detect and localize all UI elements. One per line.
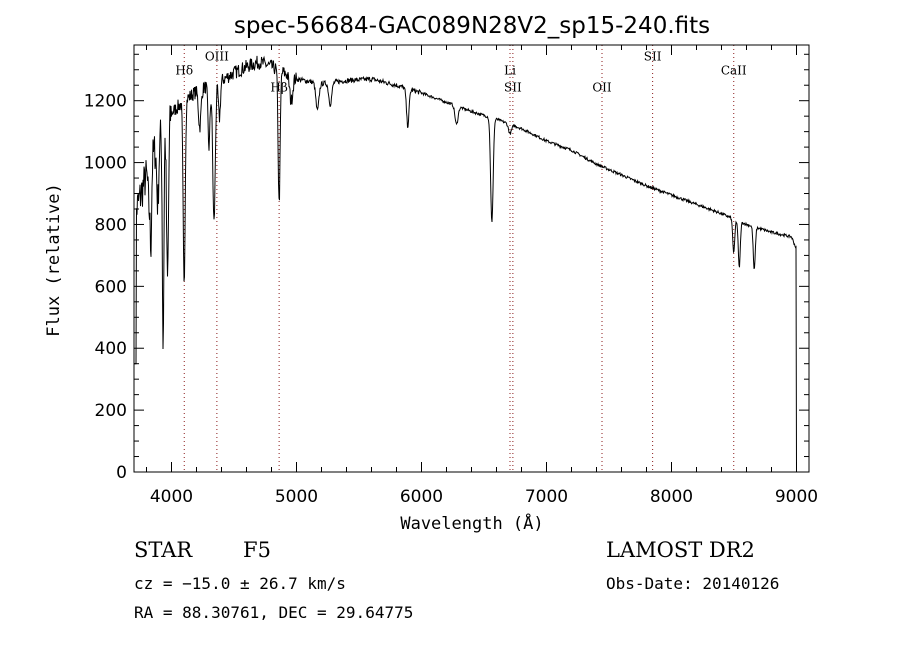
line-marker-label-7: CaII (721, 63, 747, 77)
y-tick-label-0: 0 (116, 463, 127, 483)
x-tick-label-0: 4000 (150, 487, 193, 507)
y-tick-label-2: 400 (95, 339, 127, 359)
y-tick-label-4: 800 (95, 215, 127, 235)
x-tick-label-3: 7000 (525, 487, 568, 507)
plot-frame (133, 44, 810, 473)
survey-name: LAMOST DR2 (606, 538, 755, 562)
chart-title: spec-56684-GAC089N28V2_sp15-240.fits (234, 13, 710, 39)
observation-date: Obs-Date: 20140126 (606, 574, 780, 593)
line-marker-label-4: SII (504, 80, 522, 94)
y-axis-ticks: 0 200 400 600 800 1000 1200 (84, 53, 809, 483)
plot-area: Hδ OIII Hβ Li SII OII SII CaII (134, 45, 797, 473)
y-axis-label: Flux (relative) (44, 183, 64, 337)
y-tick-label-5: 1000 (84, 154, 127, 174)
x-tick-label-5: 9000 (775, 487, 818, 507)
object-class: STAR (134, 538, 193, 562)
line-marker-label-0: Hδ (175, 63, 193, 77)
line-marker-label-5: OII (592, 80, 612, 94)
line-marker-label-6: SII (644, 49, 662, 63)
x-tick-label-2: 6000 (400, 487, 443, 507)
line-marker-label-2: Hβ (270, 80, 287, 94)
y-tick-label-3: 600 (95, 277, 127, 297)
line-marker-label-3: Li (504, 63, 516, 77)
y-tick-label-6: 1200 (84, 92, 127, 112)
object-subclass: F5 (243, 538, 271, 562)
x-axis-label: Wavelength (Å) (400, 512, 543, 534)
redshift-cz: cz = −15.0 ± 26.7 km/s (134, 574, 346, 593)
ra-dec-coordinates: RA = 88.30761, DEC = 29.64775 (134, 603, 414, 622)
spectrum-line (134, 55, 797, 473)
y-tick-label-1: 200 (95, 401, 127, 421)
x-axis-ticks: 4000 5000 6000 7000 8000 9000 (146, 45, 818, 507)
x-tick-label-1: 5000 (275, 487, 318, 507)
line-marker-label-1: OIII (205, 49, 229, 63)
x-tick-label-4: 8000 (650, 487, 693, 507)
